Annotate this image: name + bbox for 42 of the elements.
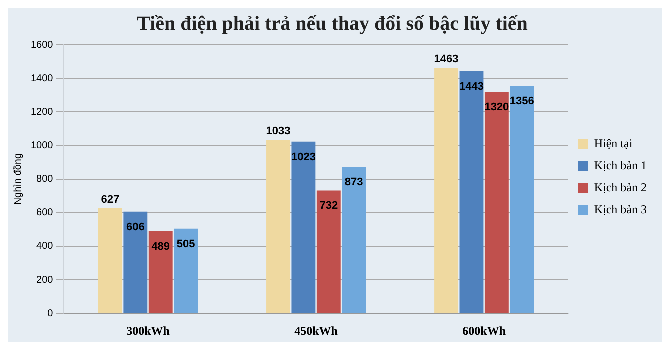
- bar: [434, 68, 458, 314]
- y-axis-title: Nghìn đồng: [12, 153, 24, 206]
- x-tick-label: 300kWh: [126, 324, 170, 338]
- bar: [484, 92, 509, 314]
- bar: [98, 208, 122, 314]
- bar: [292, 142, 316, 314]
- data-label: 1443: [459, 80, 484, 93]
- bar: [174, 228, 198, 314]
- data-label: 1356: [510, 95, 534, 108]
- chart-title: Tiền điện phải trả nếu thay đổi số bậc lũy tiến: [137, 13, 528, 36]
- y-tick-label: 800: [36, 174, 54, 186]
- y-tick-label: 0: [48, 308, 54, 320]
- x-tick-label: 450kWh: [294, 324, 338, 338]
- bar: [266, 140, 290, 314]
- y-tick-label: 400: [36, 241, 54, 252]
- bar: [510, 86, 534, 314]
- data-label: 1320: [484, 102, 510, 114]
- y-tick-label: 1200: [30, 106, 54, 118]
- data-label: 489: [152, 241, 170, 254]
- bar: [124, 212, 148, 314]
- y-tick-label: 1400: [30, 73, 54, 84]
- data-label: 505: [176, 238, 196, 250]
- y-tick-label: 600: [36, 208, 54, 219]
- x-tick-label: 600kWh: [462, 324, 506, 338]
- legend-label: Kịch bản 3: [594, 202, 648, 217]
- bar: [342, 167, 366, 314]
- data-label: 606: [126, 221, 145, 234]
- bar: [316, 190, 341, 314]
- y-tick-label: 1000: [30, 140, 54, 152]
- legend-label: Kịch bản 2: [594, 180, 648, 195]
- y-tick-label: 200: [36, 274, 54, 286]
- data-label: 873: [344, 176, 364, 189]
- legend-label: Kịch bản 1: [594, 158, 648, 173]
- y-tick-label: 1600: [30, 40, 54, 51]
- legend-label: Hiện tại: [594, 136, 634, 151]
- bar: [148, 232, 173, 314]
- data-label: 1023: [291, 151, 316, 164]
- data-label: 627: [101, 194, 120, 206]
- data-label: 732: [320, 200, 338, 212]
- data-label: 1463: [434, 54, 459, 66]
- bar: [460, 71, 484, 314]
- data-label: 1033: [266, 126, 291, 138]
